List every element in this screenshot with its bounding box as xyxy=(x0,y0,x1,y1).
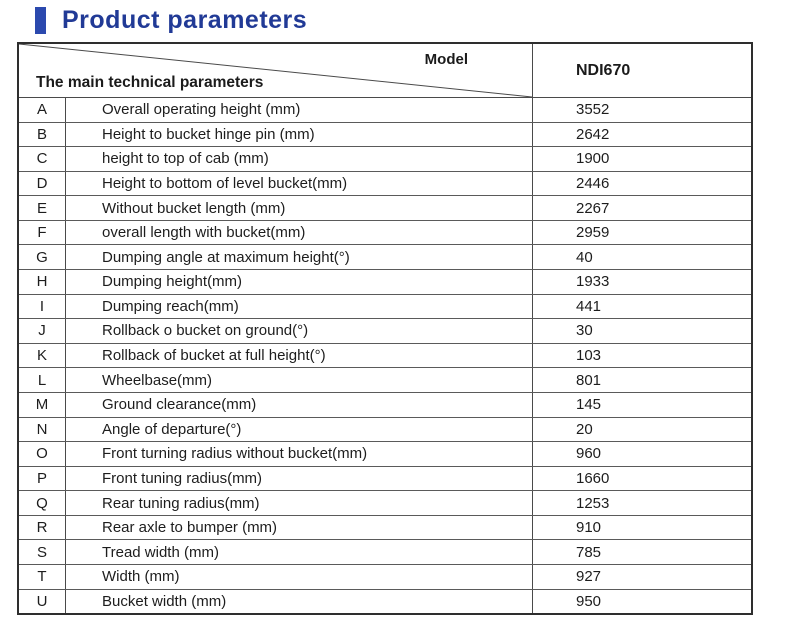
row-letter: F xyxy=(19,220,66,245)
row-parameter: Angle of departure(°) xyxy=(66,417,533,442)
diagonal-line-icon xyxy=(19,44,532,97)
row-letter: A xyxy=(19,98,66,122)
row-letter: I xyxy=(19,294,66,319)
row-value: 20 xyxy=(576,420,593,438)
table-row: U Bucket width (mm) 950 xyxy=(19,589,751,614)
table-row: C height to top of cab (mm) 1900 xyxy=(19,147,751,172)
row-parameter: Dumping reach(mm) xyxy=(66,294,533,319)
row-value: 1900 xyxy=(576,150,610,168)
row-value: 927 xyxy=(576,568,602,586)
row-value: 1933 xyxy=(576,273,610,291)
table-row: J Rollback o bucket on ground(°) 30 xyxy=(19,319,751,344)
row-value: 3552 xyxy=(576,101,610,119)
table-row: P Front tuning radius(mm) 1660 xyxy=(19,466,751,492)
model-value-cell: NDI670 xyxy=(576,61,631,79)
table-body: A Overall operating height (mm) 3552 B H… xyxy=(19,98,751,614)
row-value: 950 xyxy=(576,592,602,610)
row-parameter: Dumping height(mm) xyxy=(66,270,533,294)
row-letter: U xyxy=(19,589,66,614)
row-parameter: Height to bucket hinge pin (mm) xyxy=(66,122,533,147)
parameters-table: Model The main technical parameters NDI6… xyxy=(17,42,753,615)
page-title: Product parameters xyxy=(62,5,308,34)
table-row: Q Rear tuning radius(mm) 1253 xyxy=(19,491,751,516)
table-row: A Overall operating height (mm) 3552 xyxy=(19,98,751,123)
row-parameter: overall length with bucket(mm) xyxy=(66,220,533,245)
row-parameter: Dumping angle at maximum height(°) xyxy=(66,245,533,270)
table-row: M Ground clearance(mm) 145 xyxy=(19,392,751,418)
row-value: 145 xyxy=(576,396,602,414)
row-value: 1253 xyxy=(576,494,610,512)
table-row: I Dumping reach(mm) 441 xyxy=(19,294,751,320)
table-row: O Front turning radius without bucket(mm… xyxy=(19,442,751,467)
row-parameter: Ground clearance(mm) xyxy=(66,392,533,417)
row-parameter: Bucket width (mm) xyxy=(66,589,533,614)
row-parameter: Overall operating height (mm) xyxy=(66,98,533,122)
row-value: 40 xyxy=(576,248,593,266)
row-parameter: Rollback o bucket on ground(°) xyxy=(66,319,533,343)
row-value: 801 xyxy=(576,371,602,389)
row-value: 2446 xyxy=(576,175,610,193)
table-row: B Height to bucket hinge pin (mm) 2642 xyxy=(19,122,751,148)
row-value: 2642 xyxy=(576,125,610,143)
row-parameter: Wheelbase(mm) xyxy=(66,368,533,392)
row-value: 441 xyxy=(576,297,602,315)
row-value: 910 xyxy=(576,519,602,537)
table-row: H Dumping height(mm) 1933 xyxy=(19,270,751,295)
row-value: 960 xyxy=(576,445,602,463)
diagonal-header-cell: Model The main technical parameters xyxy=(19,44,533,97)
row-value: 2267 xyxy=(576,199,610,217)
row-letter: B xyxy=(19,122,66,147)
row-letter: M xyxy=(19,392,66,417)
row-parameter: Width (mm) xyxy=(66,564,533,589)
row-letter: K xyxy=(19,343,66,368)
table-row: F overall length with bucket(mm) 2959 xyxy=(19,220,751,246)
row-parameter: Rollback of bucket at full height(°) xyxy=(66,343,533,368)
row-parameter: Front turning radius without bucket(mm) xyxy=(66,442,533,466)
row-value: 103 xyxy=(576,347,602,365)
title-accent-bar xyxy=(35,6,46,34)
row-letter: P xyxy=(19,466,66,491)
row-parameter: Rear tuning radius(mm) xyxy=(66,491,533,515)
row-letter: D xyxy=(19,171,66,196)
row-value: 1660 xyxy=(576,469,610,487)
table-row: D Height to bottom of level bucket(mm) 2… xyxy=(19,171,751,197)
row-letter: C xyxy=(19,147,66,171)
table-row: K Rollback of bucket at full height(°) 1… xyxy=(19,343,751,369)
row-letter: R xyxy=(19,515,66,540)
table-row: G Dumping angle at maximum height(°) 40 xyxy=(19,245,751,271)
row-parameter: Without bucket length (mm) xyxy=(66,196,533,220)
table-row: N Angle of departure(°) 20 xyxy=(19,417,751,443)
table-row: S Tread width (mm) 785 xyxy=(19,540,751,565)
table-header-row: Model The main technical parameters NDI6… xyxy=(19,44,751,98)
row-parameter: Tread width (mm) xyxy=(66,540,533,564)
main-technical-parameters-label: The main technical parameters xyxy=(36,74,264,91)
row-parameter: Rear axle to bumper (mm) xyxy=(66,515,533,540)
row-letter: S xyxy=(19,540,66,564)
row-letter: Q xyxy=(19,491,66,515)
page-header: Product parameters xyxy=(35,4,307,36)
table-row: R Rear axle to bumper (mm) 910 xyxy=(19,515,751,541)
row-value: 30 xyxy=(576,322,593,340)
row-letter: J xyxy=(19,319,66,343)
table-row: L Wheelbase(mm) 801 xyxy=(19,368,751,393)
row-letter: T xyxy=(19,564,66,589)
row-parameter: height to top of cab (mm) xyxy=(66,147,533,171)
row-letter: O xyxy=(19,442,66,466)
row-parameter: Front tuning radius(mm) xyxy=(66,466,533,491)
model-column-label: Model xyxy=(424,51,468,68)
row-letter: E xyxy=(19,196,66,220)
row-value: 785 xyxy=(576,543,602,561)
row-letter: N xyxy=(19,417,66,442)
row-letter: L xyxy=(19,368,66,392)
row-value: 2959 xyxy=(576,224,610,242)
row-letter: G xyxy=(19,245,66,270)
table-row: T Width (mm) 927 xyxy=(19,564,751,590)
row-parameter: Height to bottom of level bucket(mm) xyxy=(66,171,533,196)
table-row: E Without bucket length (mm) 2267 xyxy=(19,196,751,221)
row-letter: H xyxy=(19,270,66,294)
